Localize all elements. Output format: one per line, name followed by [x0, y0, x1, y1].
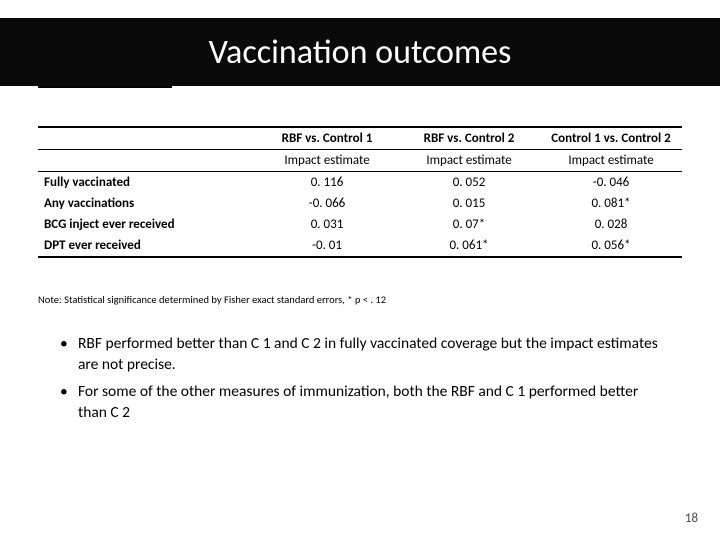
row-label: BCG inject ever received [38, 214, 256, 235]
cell: 0. 061* [398, 235, 540, 257]
outcomes-table: RBF vs. Control 1 RBF vs. Control 2 Cont… [38, 126, 682, 258]
cell: 0. 081* [540, 193, 682, 214]
table-row: Fully vaccinated 0. 116 0. 052 -0. 046 [38, 172, 682, 194]
cell: -0. 046 [540, 172, 682, 194]
cell: -0. 01 [256, 235, 398, 257]
outcomes-table-wrap: RBF vs. Control 1 RBF vs. Control 2 Cont… [38, 126, 682, 258]
table-subheader-row: Impact estimate Impact estimate Impact e… [38, 150, 682, 172]
col-subheader: Impact estimate [256, 150, 398, 172]
col-header: RBF vs. Control 1 [256, 127, 398, 150]
table-header-row: RBF vs. Control 1 RBF vs. Control 2 Cont… [38, 127, 682, 150]
cell: 0. 031 [256, 214, 398, 235]
cell: 0. 052 [398, 172, 540, 194]
table-footnote: Note: Statistical significance determine… [38, 293, 386, 306]
row-label: Any vaccinations [38, 193, 256, 214]
slide-title: Vaccination outcomes [209, 32, 512, 73]
table-corner-blank [38, 150, 256, 172]
row-label: Fully vaccinated [38, 172, 256, 194]
cell: 0. 116 [256, 172, 398, 194]
title-band: Vaccination outcomes [0, 18, 720, 86]
col-subheader: Impact estimate [540, 150, 682, 172]
bullet-item: For some of the other measures of immuni… [60, 382, 660, 424]
bullet-item: RBF performed better than C 1 and C 2 in… [60, 334, 660, 376]
col-header: Control 1 vs. Control 2 [540, 127, 682, 150]
cell: 0. 028 [540, 214, 682, 235]
cell: -0. 066 [256, 193, 398, 214]
slide: Vaccination outcomes RBF vs. Control 1 R… [0, 0, 720, 540]
table-row: Any vaccinations -0. 066 0. 015 0. 081* [38, 193, 682, 214]
cell: 0. 015 [398, 193, 540, 214]
table-row: DPT ever received -0. 01 0. 061* 0. 056* [38, 235, 682, 257]
cell: 0. 056* [540, 235, 682, 257]
page-number: 18 [685, 511, 698, 526]
table-corner-blank [38, 127, 256, 150]
row-label: DPT ever received [38, 235, 256, 257]
col-subheader: Impact estimate [398, 150, 540, 172]
title-underline-tab [38, 86, 172, 88]
cell: 0. 07* [398, 214, 540, 235]
table-row: BCG inject ever received 0. 031 0. 07* 0… [38, 214, 682, 235]
col-header: RBF vs. Control 2 [398, 127, 540, 150]
bullet-list: RBF performed better than C 1 and C 2 in… [60, 334, 660, 430]
